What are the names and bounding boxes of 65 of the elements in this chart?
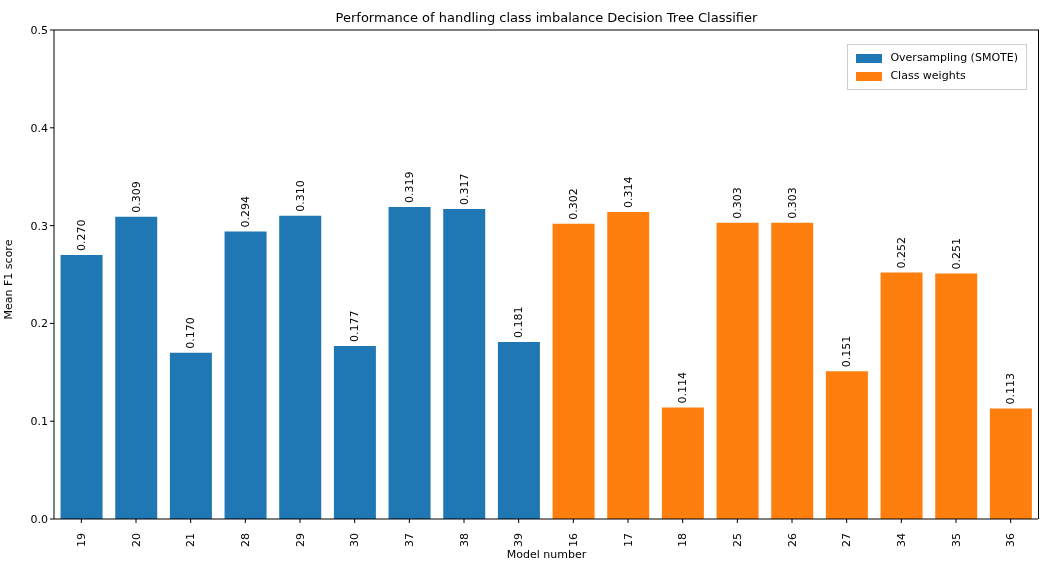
bar [497,341,540,519]
data-label: 0.303 [785,187,799,219]
bar [115,216,158,519]
data-label: 0.319 [403,171,417,204]
data-label: 0.317 [457,173,471,205]
x-tick-label: 38 [457,533,471,547]
x-tick-label: 26 [785,533,799,547]
x-tick-label: 25 [730,533,744,547]
x-tick-label: 35 [949,533,963,547]
x-axis-title: Model number [505,548,588,561]
data-label: 0.114 [676,372,690,404]
y-tick-label: 0.5 [30,23,48,37]
data-label: 0.303 [731,187,745,219]
data-label: 0.151 [840,335,854,368]
x-tick-label: 28 [238,533,252,547]
bar [989,408,1032,519]
y-tick-label: 0.0 [30,512,48,526]
x-tick-label: 21 [184,533,198,547]
data-label: 0.251 [949,238,963,270]
bar [60,254,103,519]
x-tick-label: 29 [293,533,307,547]
bar [443,208,486,519]
y-tick-label: 0.4 [30,121,48,135]
bar [661,407,704,519]
bar [771,222,814,519]
data-label: 0.252 [895,237,909,269]
x-tick-label: 34 [894,533,908,547]
bar [333,345,376,519]
data-label: 0.309 [129,181,143,213]
x-tick-label: 18 [676,533,690,547]
chart-title: Performance of handling class imbalance Decision Tree Classifier [334,10,759,25]
data-label: 0.294 [239,195,253,228]
bar [388,207,431,519]
y-tick-label: 0.1 [30,415,48,429]
data-label: 0.314 [621,176,635,208]
data-label: 0.177 [348,310,362,342]
y-tick-label: 0.3 [30,219,48,233]
bar [935,273,978,519]
data-label: 0.310 [293,180,307,212]
x-tick-label: 20 [129,533,143,547]
data-label: 0.302 [567,188,581,220]
bar [607,211,650,519]
bar [279,215,322,519]
x-tick-label: 30 [348,533,362,547]
y-axis-title: Mean F1 score [1,238,15,322]
legend-label: Class weights [890,68,966,84]
bar [880,272,923,519]
legend-label: Oversampling (SMOTE) [890,50,1018,66]
x-tick-label: 36 [1004,533,1018,547]
x-tick-label: 16 [566,533,580,547]
x-tick-label: 37 [402,533,416,547]
bar [825,371,868,519]
x-tick-label: 27 [840,533,854,547]
data-label: 0.113 [1004,372,1018,405]
data-label: 0.181 [512,306,526,338]
y-tick-label: 0.2 [30,317,48,331]
bar [224,231,267,519]
x-tick-label: 17 [621,533,635,547]
bar [552,223,595,519]
bar [169,352,212,519]
x-tick-label: 39 [512,533,526,547]
bar [716,222,759,519]
x-tick-label: 19 [74,533,88,547]
data-label: 0.270 [75,219,89,251]
data-label: 0.170 [184,317,198,349]
